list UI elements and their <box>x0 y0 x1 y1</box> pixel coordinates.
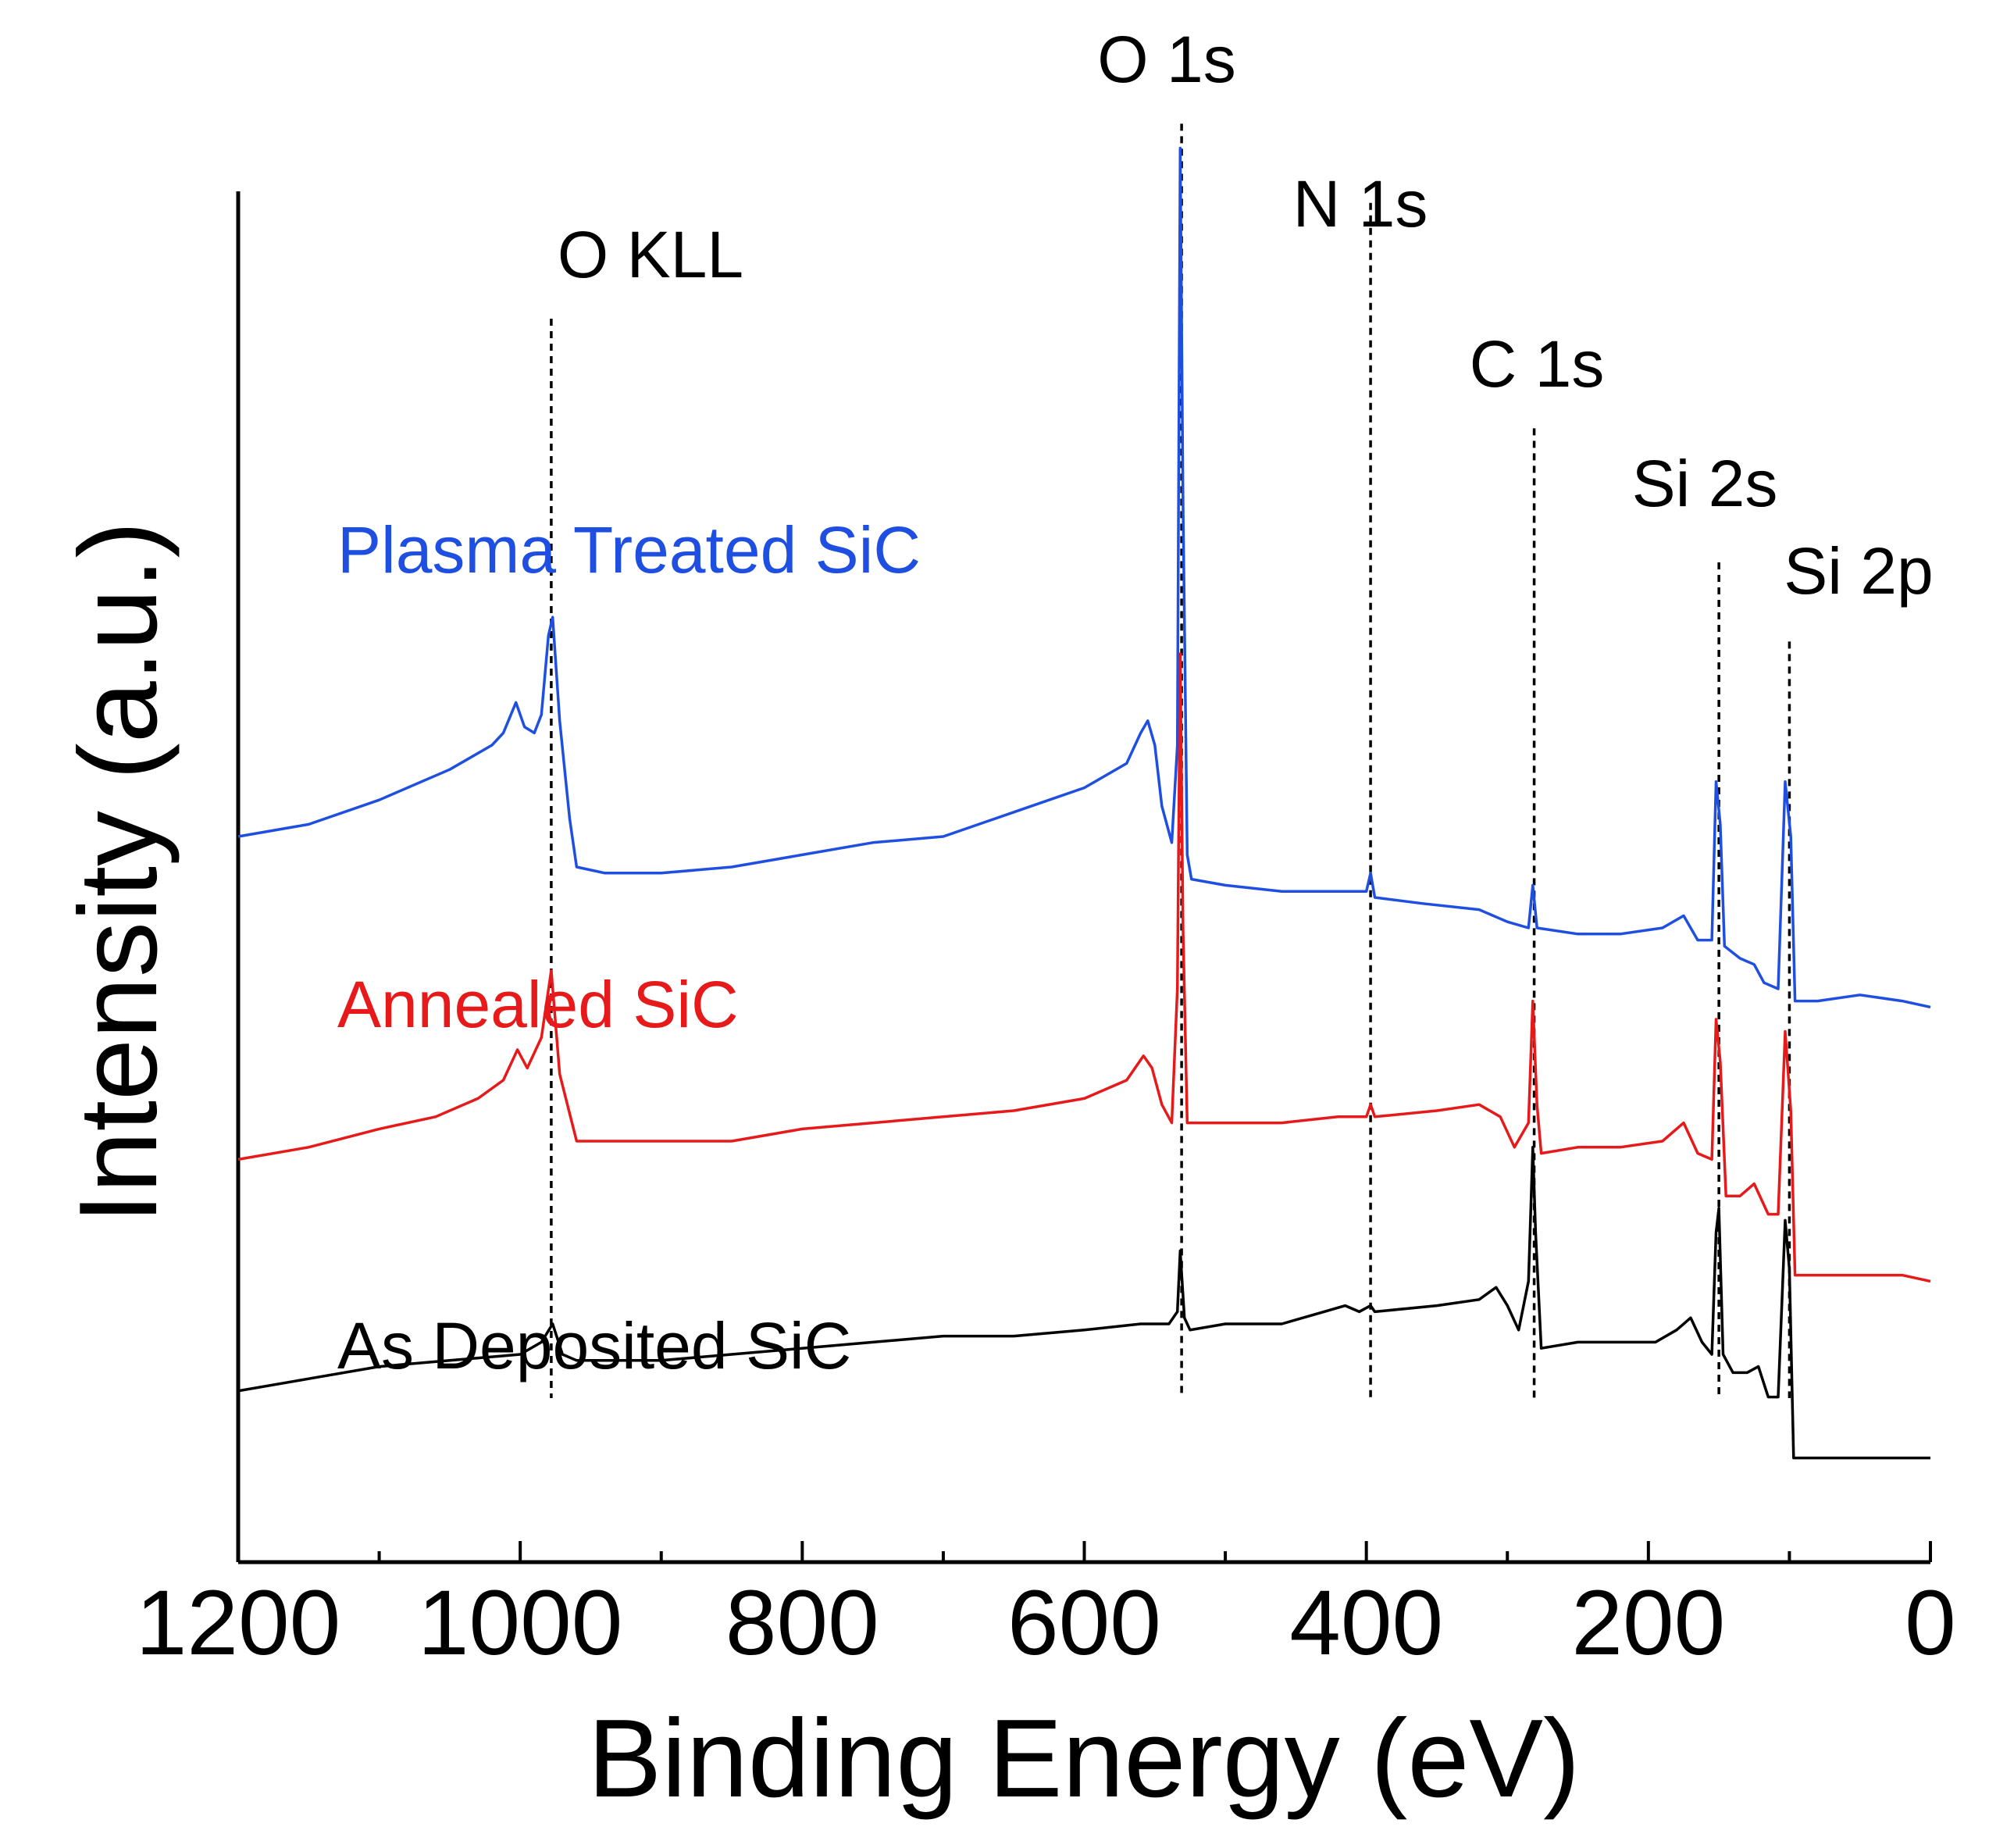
x-axis-title: Binding Energy (eV) <box>588 1696 1581 1821</box>
series-line-plasma-treated-sic <box>237 146 1931 1009</box>
peak-label-o-1s: O 1s <box>1097 23 1235 96</box>
x-tick-label: 1200 <box>136 1572 341 1675</box>
series-label-plasma-treated: Plasma Treated SiC <box>337 513 921 587</box>
x-tick-label: 800 <box>725 1572 879 1675</box>
x-tick-label: 0 <box>1905 1572 1956 1675</box>
x-tick-label: 1000 <box>418 1572 623 1675</box>
peak-label-si-2p: Si 2p <box>1784 534 1933 608</box>
series-line-annealed-sic <box>237 652 1931 1283</box>
x-axis-ticks <box>237 1541 1932 1562</box>
peak-label-si-2s: Si 2s <box>1632 447 1778 520</box>
x-tick-label: 200 <box>1571 1572 1725 1675</box>
y-axis-title: Intensity (a.u.) <box>56 521 180 1224</box>
series-line-as-deposited-sic <box>237 1146 1930 1460</box>
peak-reference-lines <box>550 123 1791 1398</box>
peak-label-n-1s: N 1s <box>1293 167 1428 241</box>
spectra-series <box>237 146 1931 1460</box>
series-label-as-deposited: As Deposited SiC <box>337 1309 851 1382</box>
series-label-annealed: Annealed SiC <box>337 968 739 1041</box>
peak-label-o-kll: O KLL <box>558 218 743 291</box>
x-tick-label: 600 <box>1007 1572 1161 1675</box>
x-axis-tick-labels: 1200 1000 800 600 400 200 0 <box>136 1572 1956 1675</box>
peak-label-c-1s: C 1s <box>1470 327 1605 401</box>
x-tick-label: 400 <box>1289 1572 1443 1675</box>
